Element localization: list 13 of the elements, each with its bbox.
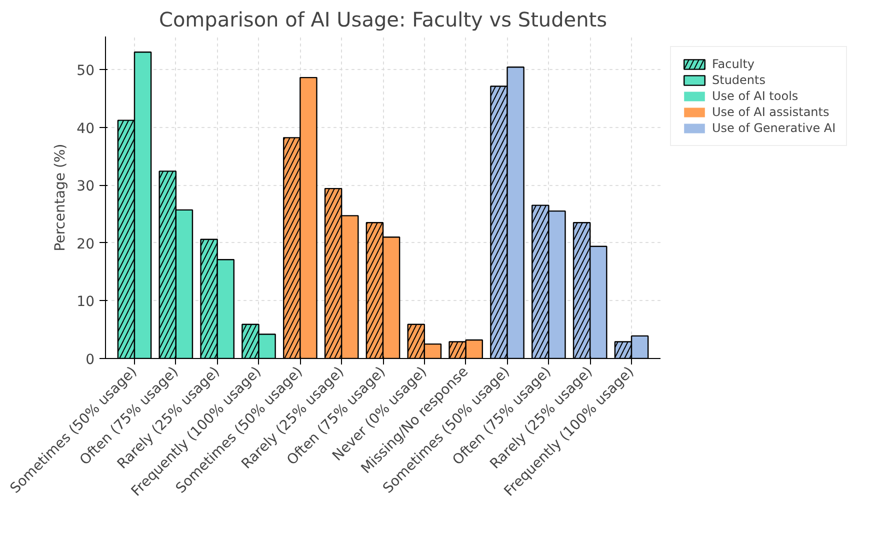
y-tick-label: 50 <box>76 62 95 79</box>
y-tick-label: 30 <box>76 178 95 195</box>
legend-label: Students <box>712 73 766 87</box>
legend-label: Use of AI tools <box>712 89 798 103</box>
legend-label: Use of AI assistants <box>712 105 830 119</box>
chart-title: Comparison of AI Usage: Faculty vs Students <box>158 8 608 32</box>
y-tick-label: 10 <box>76 294 95 310</box>
legend-label: Use of Generative AI <box>712 121 836 135</box>
y-tick-label: 40 <box>76 120 95 137</box>
y-tick-label: 20 <box>76 236 95 252</box>
y-tick-label: 0 <box>86 352 95 368</box>
y-axis-title: Percentage (%) <box>52 144 69 252</box>
legend-label: Faculty <box>712 57 754 71</box>
